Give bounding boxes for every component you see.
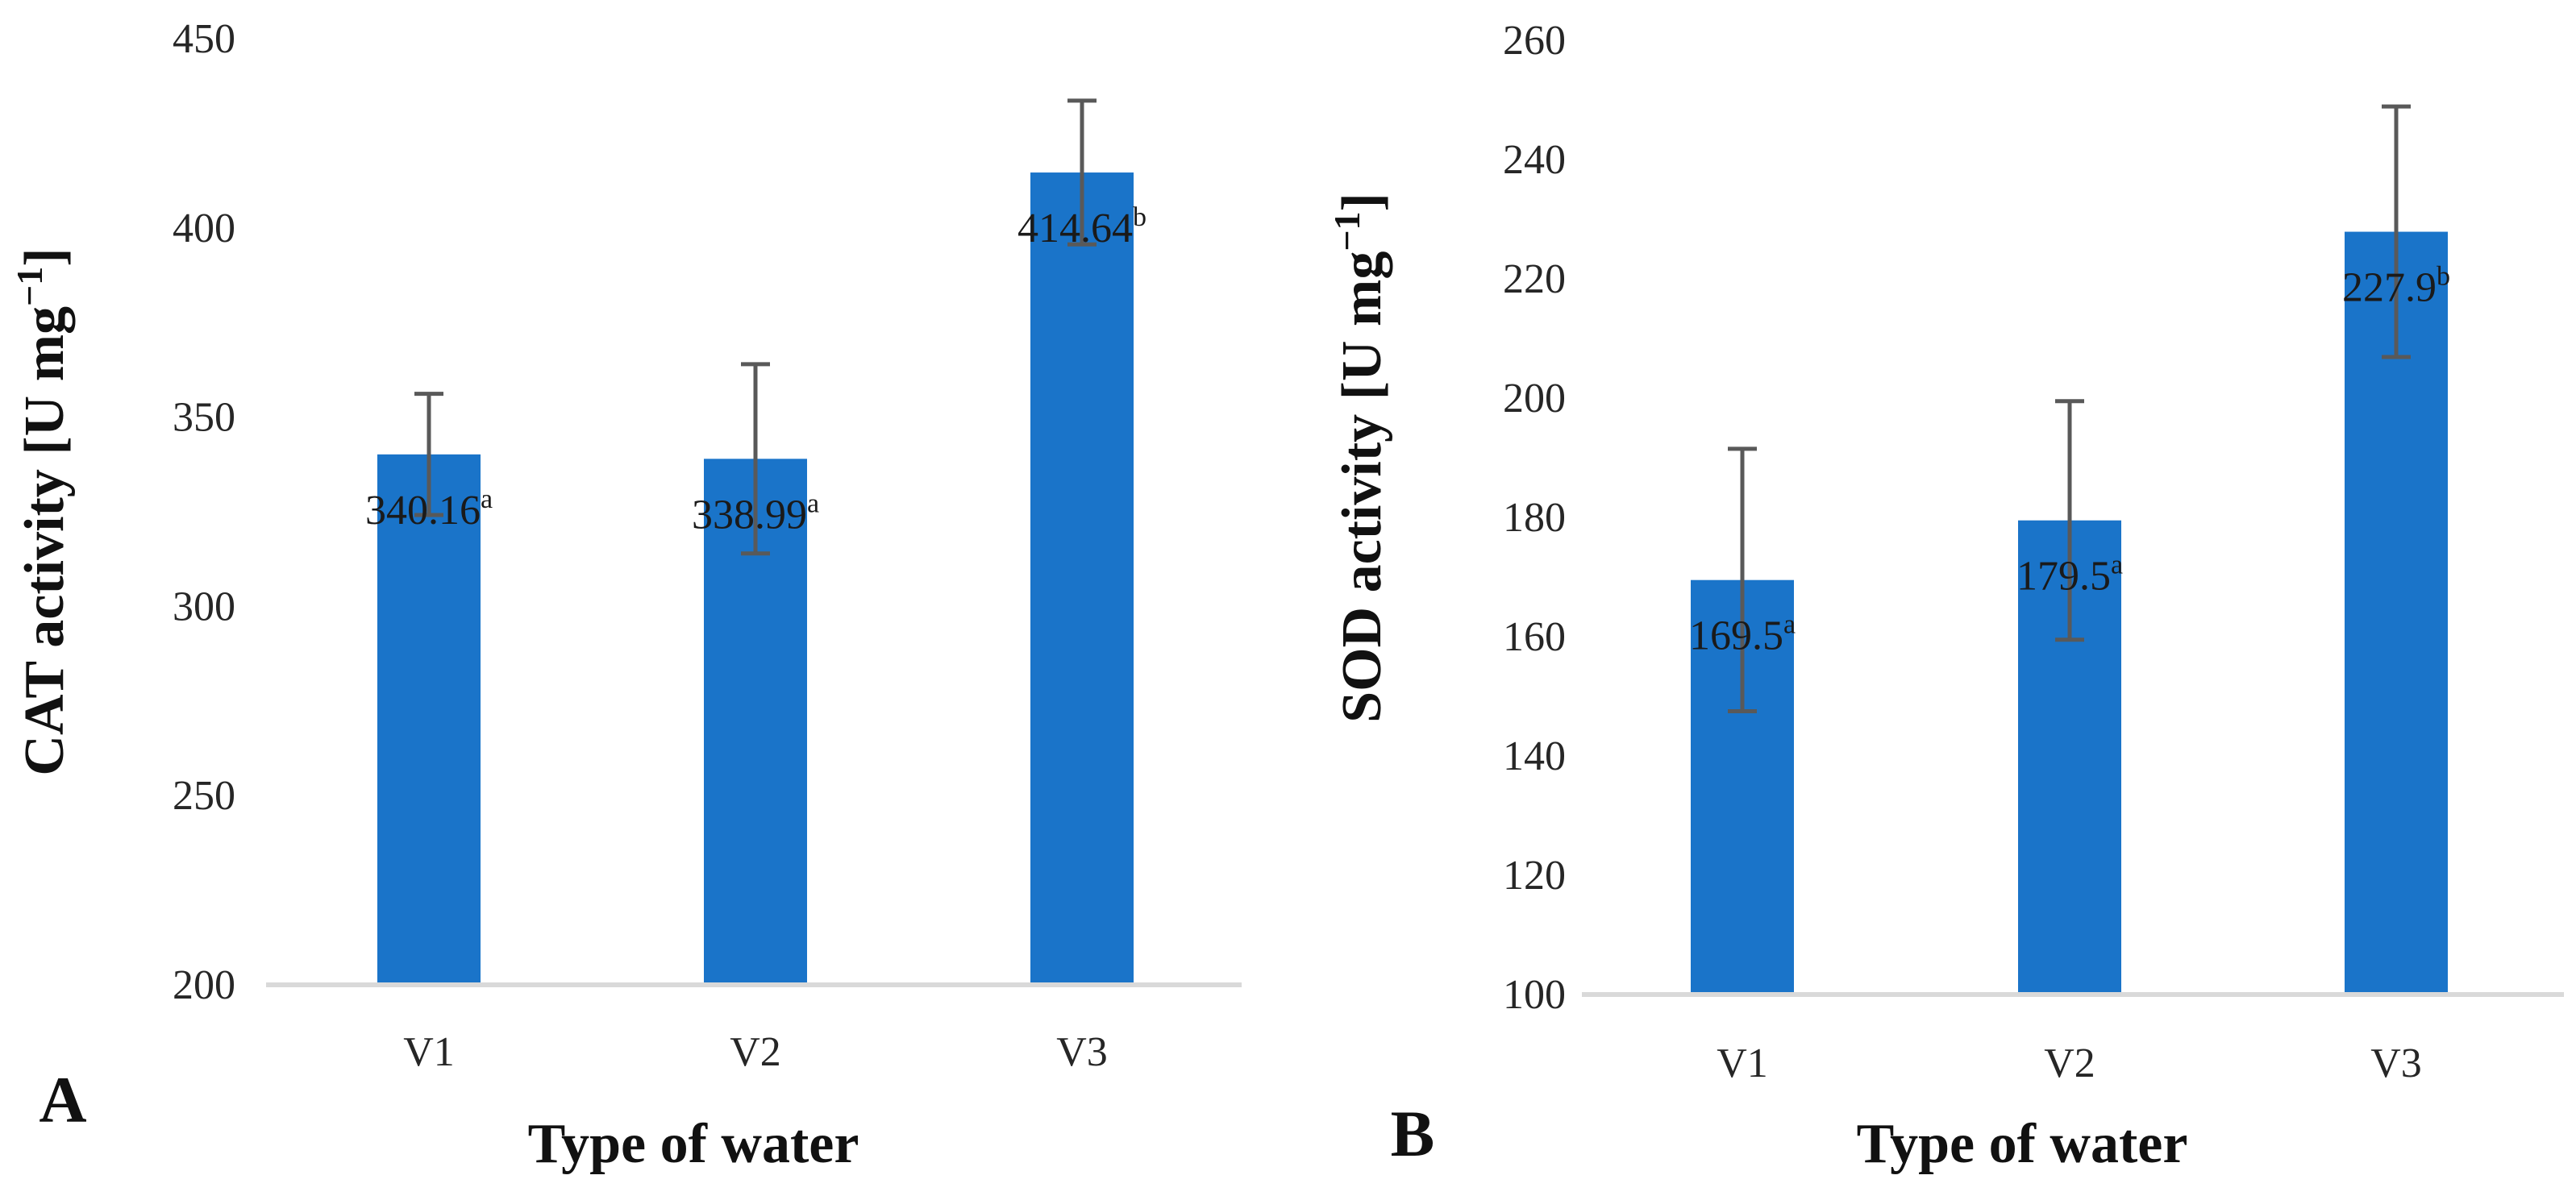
error-bar: [1067, 98, 1097, 247]
bar-v1: [377, 454, 481, 985]
data-label: 414.64b: [1017, 202, 1147, 251]
y-tick-label: 220: [1503, 256, 1566, 302]
x-category-label: V1: [1717, 1040, 1768, 1086]
panel-label: B: [1391, 1097, 1435, 1170]
y-axis-title: CAT activity [U mg−1]: [9, 247, 76, 775]
x-axis-title: Type of water: [528, 1113, 859, 1175]
y-tick-label: 250: [173, 773, 235, 819]
y-tick-label: 450: [173, 16, 235, 62]
error-bar: [741, 362, 770, 556]
x-category-label: V2: [2044, 1040, 2095, 1086]
bar-v3: [1030, 172, 1134, 986]
y-tick-label: 180: [1503, 495, 1566, 541]
error-bar: [2382, 104, 2411, 359]
y-tick-label: 240: [1503, 137, 1566, 183]
x-category-label: V2: [730, 1029, 781, 1075]
y-tick-label: 350: [173, 395, 235, 441]
data-label: 227.9b: [2342, 262, 2450, 311]
y-tick-label: 140: [1503, 733, 1566, 779]
panel-label: A: [39, 1063, 86, 1136]
y-tick-label: 300: [173, 583, 235, 629]
error-bar: [1728, 446, 1757, 713]
data-label: 179.5a: [2016, 550, 2123, 600]
chart-panel-a: 200 250 300 350 400 450 340.16a V1 338.99a V2 414.…: [9, 16, 1242, 1175]
x-category-label: V3: [1056, 1029, 1108, 1075]
y-tick-label: 160: [1503, 614, 1566, 660]
y-axis-title: SOD activity [U mg−1]: [1326, 193, 1393, 723]
x-category-label: V3: [2370, 1040, 2422, 1086]
error-bar: [2055, 399, 2084, 642]
y-tick-label: 100: [1503, 972, 1566, 1018]
y-tick-label: 260: [1503, 18, 1566, 64]
y-tick-label: 200: [173, 962, 235, 1008]
data-label: 340.16a: [365, 484, 493, 534]
y-tick-label: 120: [1503, 853, 1566, 899]
y-tick-label: 200: [1503, 376, 1566, 422]
data-label: 338.99a: [692, 488, 819, 538]
error-bar: [414, 392, 443, 517]
chart-panel-b: 100 120 140 160 180 200 220 240 260 169.5a V1 179.5…: [1326, 18, 2564, 1175]
y-tick-label: 400: [173, 206, 235, 251]
x-axis-title: Type of water: [1857, 1113, 2188, 1175]
x-category-label: V1: [403, 1029, 455, 1075]
data-label: 169.5a: [1689, 610, 1796, 659]
